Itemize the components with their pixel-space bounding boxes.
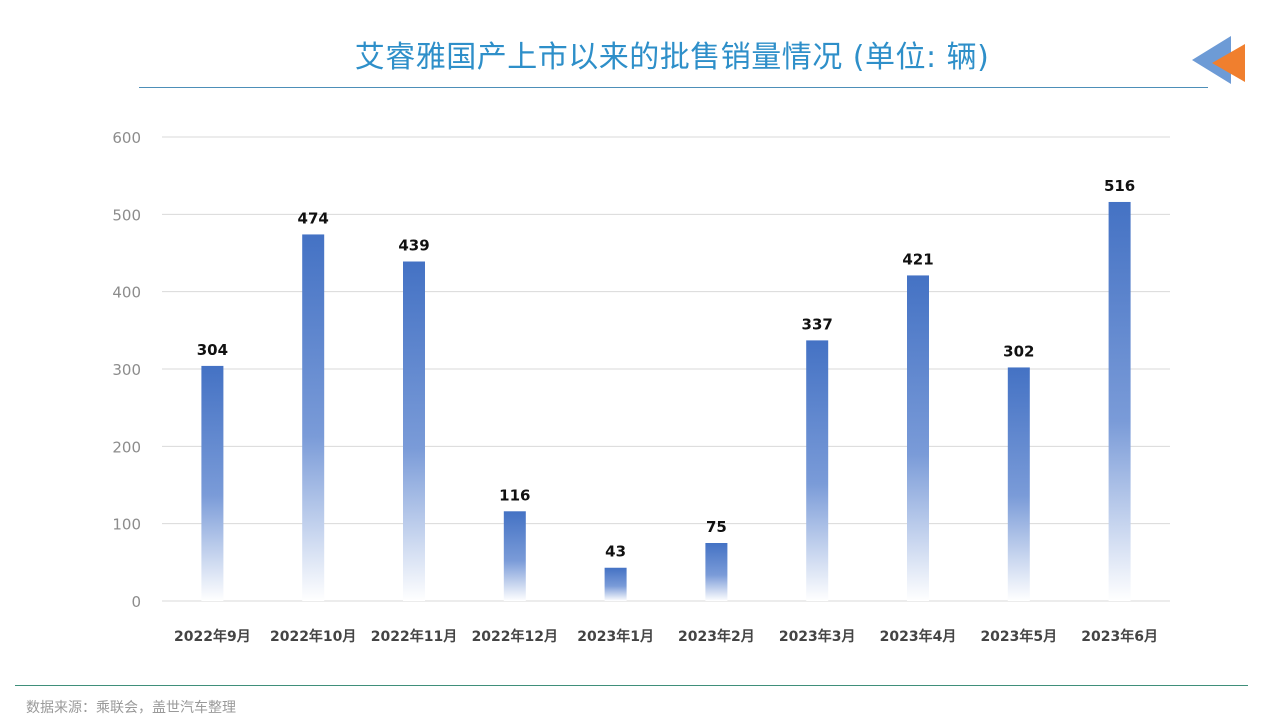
y-tick-label: 300 [112,361,141,379]
footer-divider [15,685,1248,686]
x-tick-label: 2022年9月 [174,628,251,645]
bar [302,234,325,601]
y-tick-label: 600 [112,129,141,147]
data-label: 302 [1003,342,1034,360]
y-tick-label: 500 [112,206,141,224]
data-label: 439 [398,237,429,255]
bar [604,567,627,601]
bar [503,511,526,601]
data-label: 304 [197,341,228,359]
x-tick-label: 2023年3月 [779,628,856,645]
x-tick-label: 2023年2月 [678,628,755,645]
y-tick-label: 400 [112,284,141,302]
data-label: 516 [1104,177,1135,195]
bar [1007,367,1030,601]
bar [705,543,728,601]
bar [907,275,929,601]
x-tick-label: 2023年5月 [980,628,1057,645]
arrow-logo-icon [1192,36,1245,84]
x-tick-label: 2023年6月 [1081,628,1158,645]
x-tick-label: 2022年11月 [371,628,457,645]
source-note: 数据来源：乘联会，盖世汽车整理 [26,700,236,716]
x-tick-label: 2022年10月 [270,628,356,645]
arrow-blue-shape [1192,36,1231,84]
data-label: 43 [605,543,626,561]
chart-title: 艾睿雅国产上市以来的批售销量情况 (单位: 辆) [354,40,990,75]
bar [806,340,829,601]
title-divider [139,87,1208,88]
data-label: 75 [706,518,727,536]
data-label: 337 [802,315,833,333]
x-tick-label: 2023年4月 [880,628,957,645]
y-tick-label: 100 [112,516,141,534]
x-tick-label: 2023年1月 [577,628,654,645]
bar [403,261,425,601]
bar-chart: 0 100 200 300 400 500 600 304 474 439 116 43 75 337 4… [112,129,1170,645]
x-tick-label: 2022年12月 [472,628,558,645]
data-label: 474 [298,209,329,227]
y-tick-label: 0 [131,593,141,611]
data-label: 116 [499,486,530,504]
y-tick-label: 200 [112,438,141,456]
data-label: 421 [902,250,933,268]
bar [201,365,224,601]
arrow-orange-shape [1212,44,1245,82]
bar [1108,201,1131,601]
